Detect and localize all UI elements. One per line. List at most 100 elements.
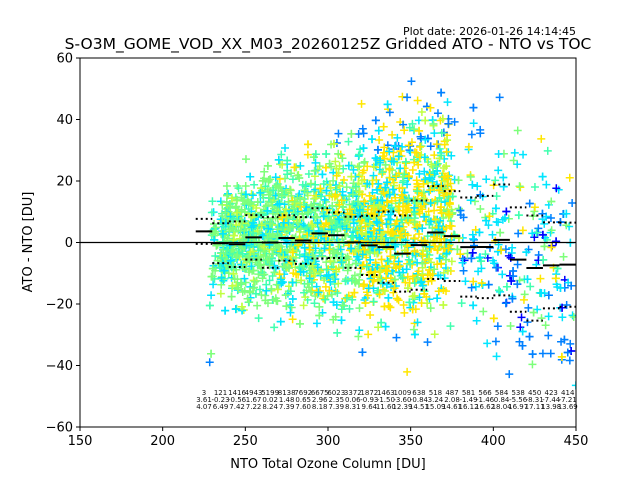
bin-count: 414 xyxy=(561,389,575,397)
bin-std: 6.49 xyxy=(213,403,229,411)
scatter-point xyxy=(429,119,438,128)
scatter-point xyxy=(240,274,249,283)
scatter-point xyxy=(322,272,331,281)
scatter-point xyxy=(322,150,331,159)
scatter-point xyxy=(392,333,401,342)
scatter-point xyxy=(537,134,546,143)
scatter-point xyxy=(205,301,214,310)
scatter-point xyxy=(491,337,500,346)
scatter-point xyxy=(343,252,352,261)
scatter-point xyxy=(528,350,537,359)
scatter-point xyxy=(224,189,233,198)
scatter-point xyxy=(249,266,258,275)
scatter-point xyxy=(216,263,225,272)
scatter-point xyxy=(438,114,447,123)
scatter-point xyxy=(295,174,304,183)
scatter-point xyxy=(399,300,408,309)
scatter-point xyxy=(304,208,313,217)
scatter-point xyxy=(349,165,358,174)
scatter-point xyxy=(329,176,338,185)
scatter-point xyxy=(321,163,330,172)
scatter-point xyxy=(392,216,401,225)
scatter-point xyxy=(246,248,255,257)
scatter-point xyxy=(355,162,364,171)
scatter-point xyxy=(310,212,319,221)
scatter-point xyxy=(303,140,312,149)
scatter-point xyxy=(347,129,356,138)
scatter-point xyxy=(484,221,493,230)
scatter-point xyxy=(389,181,398,190)
bin-mean: -1.50 xyxy=(377,396,395,404)
scatter-point xyxy=(211,227,220,236)
scatter-point xyxy=(353,163,362,172)
scatter-point xyxy=(518,226,527,235)
scatter-point xyxy=(300,243,309,252)
scatter-point xyxy=(375,200,384,209)
scatter-point xyxy=(413,96,422,105)
scatter-point xyxy=(562,209,571,218)
scatter-point xyxy=(423,271,432,280)
scatter-point xyxy=(552,237,561,246)
scatter-point xyxy=(270,194,279,203)
scatter-point xyxy=(365,219,374,228)
bin-mean: -5.56 xyxy=(509,396,528,404)
scatter-point xyxy=(404,141,413,150)
bin-count: 5199 xyxy=(261,389,279,397)
scatter-point xyxy=(359,281,368,290)
bin-count: 121 xyxy=(214,389,227,397)
scatter-point xyxy=(257,291,266,300)
scatter-point xyxy=(258,268,267,277)
scatter-point xyxy=(509,156,518,165)
scatter-point xyxy=(268,271,277,280)
scatter-point xyxy=(491,176,500,185)
scatter-point xyxy=(385,165,394,174)
scatter-point xyxy=(383,256,392,265)
bin-mean: 3.61 xyxy=(196,396,212,404)
scatter-point xyxy=(382,274,391,283)
scatter-point xyxy=(232,265,241,274)
scatter-point xyxy=(227,292,236,301)
scatter-point xyxy=(283,170,292,179)
scatter-point xyxy=(515,337,524,346)
scatter-point xyxy=(399,120,408,129)
scatter-point xyxy=(477,257,486,266)
scatter-point xyxy=(456,206,465,215)
scatter-point xyxy=(327,216,336,225)
scatter-point xyxy=(385,108,394,117)
scatter-point xyxy=(442,147,451,156)
scatter-point xyxy=(483,339,492,348)
scatter-point xyxy=(307,287,316,296)
scatter-point xyxy=(260,270,269,279)
scatter-point xyxy=(499,173,508,182)
scatter-point xyxy=(265,261,274,270)
scatter-point xyxy=(305,245,314,254)
scatter-point xyxy=(342,224,351,233)
scatter-point xyxy=(242,256,251,265)
scatter-point xyxy=(320,244,329,253)
scatter-point xyxy=(513,160,522,169)
scatter-point xyxy=(371,258,380,267)
scatter-point xyxy=(467,130,476,139)
scatter-point xyxy=(208,197,217,206)
scatter-point xyxy=(316,286,325,295)
scatter-point xyxy=(382,178,391,187)
scatter-point xyxy=(331,223,340,232)
scatter-point xyxy=(315,311,324,320)
scatter-point xyxy=(369,202,378,211)
scatter-point xyxy=(240,191,249,200)
scatter-point xyxy=(417,108,426,117)
scatter-point xyxy=(284,225,293,234)
scatter-point xyxy=(310,166,319,175)
bin-std: 13.69 xyxy=(558,403,578,411)
scatter-point xyxy=(228,245,237,254)
scatter-point xyxy=(338,154,347,163)
scatter-point xyxy=(410,291,419,300)
scatter-point xyxy=(300,252,309,261)
scatter-point xyxy=(464,142,473,151)
scatter-point xyxy=(415,126,424,135)
scatter-point xyxy=(303,188,312,197)
scatter-point xyxy=(481,250,490,259)
scatter-point xyxy=(374,179,383,188)
bin-mean: -1.46 xyxy=(476,396,495,404)
scatter-point xyxy=(517,313,526,322)
